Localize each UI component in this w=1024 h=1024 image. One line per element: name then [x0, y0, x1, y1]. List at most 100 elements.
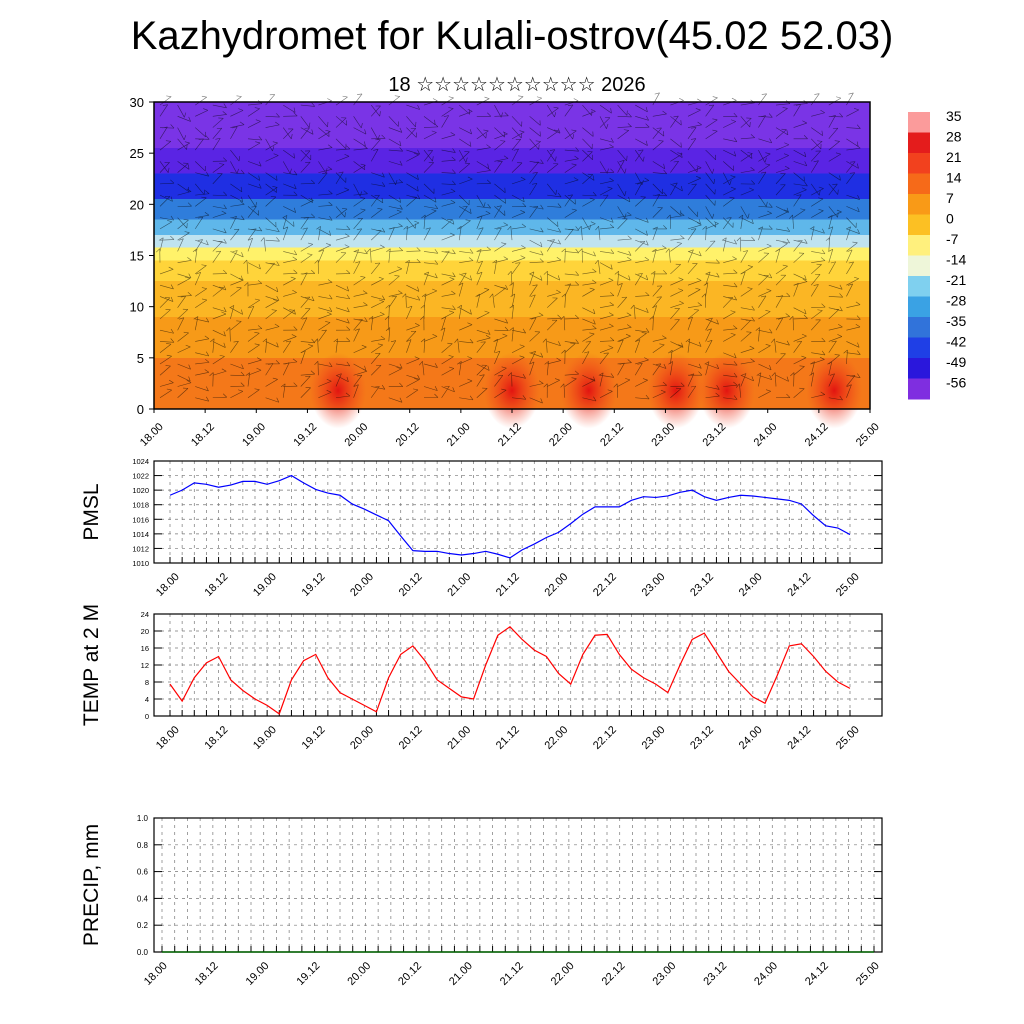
chart-subtitle: 18 ☆☆☆☆☆☆☆☆☆☆ 2026	[388, 74, 646, 96]
ytick-label: 0.0	[137, 948, 149, 957]
ytick-label: 0.2	[137, 921, 149, 930]
xtick-label: 22.12	[591, 571, 619, 599]
ytick-label: 20	[141, 627, 149, 636]
colorbar-cell	[908, 153, 930, 174]
ytick-label: 1024	[132, 457, 149, 466]
colorbar-cell	[908, 194, 930, 215]
heatmap-ytick-label: 30	[130, 95, 144, 110]
xtick-label: 23.00	[650, 960, 678, 988]
ylabel: TEMP at 2 M	[80, 604, 103, 726]
xtick-label: 24.12	[785, 724, 813, 752]
heatmap-xtick-label: 24.00	[752, 421, 780, 449]
panel-frame	[153, 613, 883, 717]
xtick-label: 23.12	[701, 960, 729, 988]
xtick-label: 18.12	[193, 960, 221, 988]
ytick-label: 8	[145, 678, 149, 687]
xtick-label: 22.00	[542, 724, 570, 752]
heatmap-xtick-label: 19.12	[291, 421, 319, 449]
series-line	[169, 625, 851, 715]
xtick-label: 21.00	[445, 571, 473, 599]
ytick-label: 0.4	[137, 894, 149, 903]
xtick-label: 21.00	[447, 960, 475, 988]
heatmap-xtick-label: 22.12	[598, 421, 626, 449]
heatmap-ytick-label: 5	[137, 351, 144, 366]
warm-spot	[484, 352, 540, 429]
colorbar-cell	[908, 358, 930, 379]
xtick-label: 24.12	[785, 571, 813, 599]
warm-spot	[698, 352, 755, 429]
ytick-label: 1016	[132, 515, 149, 524]
xtick-label: 20.12	[397, 724, 425, 752]
xtick-label: 18.12	[202, 724, 230, 752]
xtick-label: 20.00	[345, 960, 373, 988]
xtick-label: 19.00	[251, 571, 279, 599]
colorbar-label: -35	[946, 313, 966, 329]
warm-spot	[560, 352, 617, 429]
colorbar-cell	[908, 255, 930, 277]
colorbar-cell	[908, 112, 930, 133]
xtick-label: 25.00	[834, 571, 862, 599]
xtick-label: 20.12	[396, 960, 424, 988]
series-line	[169, 474, 851, 559]
xtick-label: 21.12	[498, 960, 526, 988]
heatmap-xtick-label: 22.00	[547, 421, 575, 449]
colorbar-label: 14	[946, 170, 962, 186]
ylabel: PRECIP, mm	[80, 824, 103, 946]
ytick-label: 0.6	[137, 868, 149, 877]
ytick-label: 1010	[132, 559, 149, 568]
ylabel: PMSL	[80, 483, 103, 540]
xtick-label: 20.00	[348, 724, 376, 752]
ytick-label: 1022	[132, 472, 149, 481]
colorbar-cell	[908, 337, 930, 359]
colorbar-cell	[908, 276, 930, 297]
xtick-label: 22.12	[591, 724, 619, 752]
ytick-label: 1012	[132, 544, 149, 553]
colorbar-label: 28	[946, 129, 962, 145]
xtick-label: 23.00	[640, 571, 668, 599]
colorbar-label: -42	[946, 334, 966, 350]
ytick-label: 4	[145, 695, 149, 704]
xtick-label: 24.00	[737, 724, 765, 752]
warm-spot	[647, 352, 704, 429]
xtick-label: 22.12	[600, 960, 628, 988]
heatmap-ytick-label: 15	[130, 249, 144, 264]
ytick-label: 16	[141, 644, 149, 653]
colorbar-label: -28	[946, 293, 966, 309]
xtick-label: 21.12	[494, 724, 522, 752]
heatmap-ytick-label: 20	[130, 197, 144, 212]
xtick-label: 20.00	[348, 571, 376, 599]
chart-title: Kazhydromet for Kulali-ostrov(45.02 52.0…	[130, 14, 894, 58]
heatmap-ytick-label: 10	[130, 300, 144, 315]
ytick-label: 1.0	[137, 814, 149, 823]
colorbar-label: -21	[946, 272, 966, 288]
heatmap-xtick-label: 19.00	[240, 421, 268, 449]
ytick-label: 1014	[132, 530, 149, 539]
panel-frame	[153, 460, 883, 564]
colorbar-cell	[908, 132, 930, 154]
ytick-label: 0.8	[137, 841, 149, 850]
ytick-label: 12	[141, 661, 149, 670]
xtick-label: 18.00	[154, 571, 182, 599]
xtick-label: 19.12	[300, 724, 328, 752]
colorbar-label: -7	[946, 231, 959, 247]
xtick-label: 19.00	[251, 724, 279, 752]
xtick-label: 24.00	[752, 960, 780, 988]
xtick-label: 20.12	[397, 571, 425, 599]
xtick-label: 19.00	[244, 960, 272, 988]
xtick-label: 18.00	[142, 960, 170, 988]
xtick-label: 23.12	[688, 571, 716, 599]
heatmap-xtick-label: 20.12	[394, 421, 422, 449]
colorbar-label: 21	[946, 149, 962, 165]
heatmap-ytick-label: 25	[130, 146, 144, 161]
ytick-label: 24	[141, 610, 149, 619]
heatmap-xtick-label: 18.00	[138, 421, 166, 449]
xtick-label: 18.12	[202, 571, 230, 599]
ytick-label: 1018	[132, 501, 149, 510]
colorbar-label: 0	[946, 211, 954, 227]
xtick-label: 22.00	[549, 960, 577, 988]
colorbar-cell	[908, 173, 930, 195]
colorbar-cell	[908, 235, 930, 256]
heatmap-xtick-label: 18.12	[189, 421, 217, 449]
xtick-label: 24.00	[737, 571, 765, 599]
